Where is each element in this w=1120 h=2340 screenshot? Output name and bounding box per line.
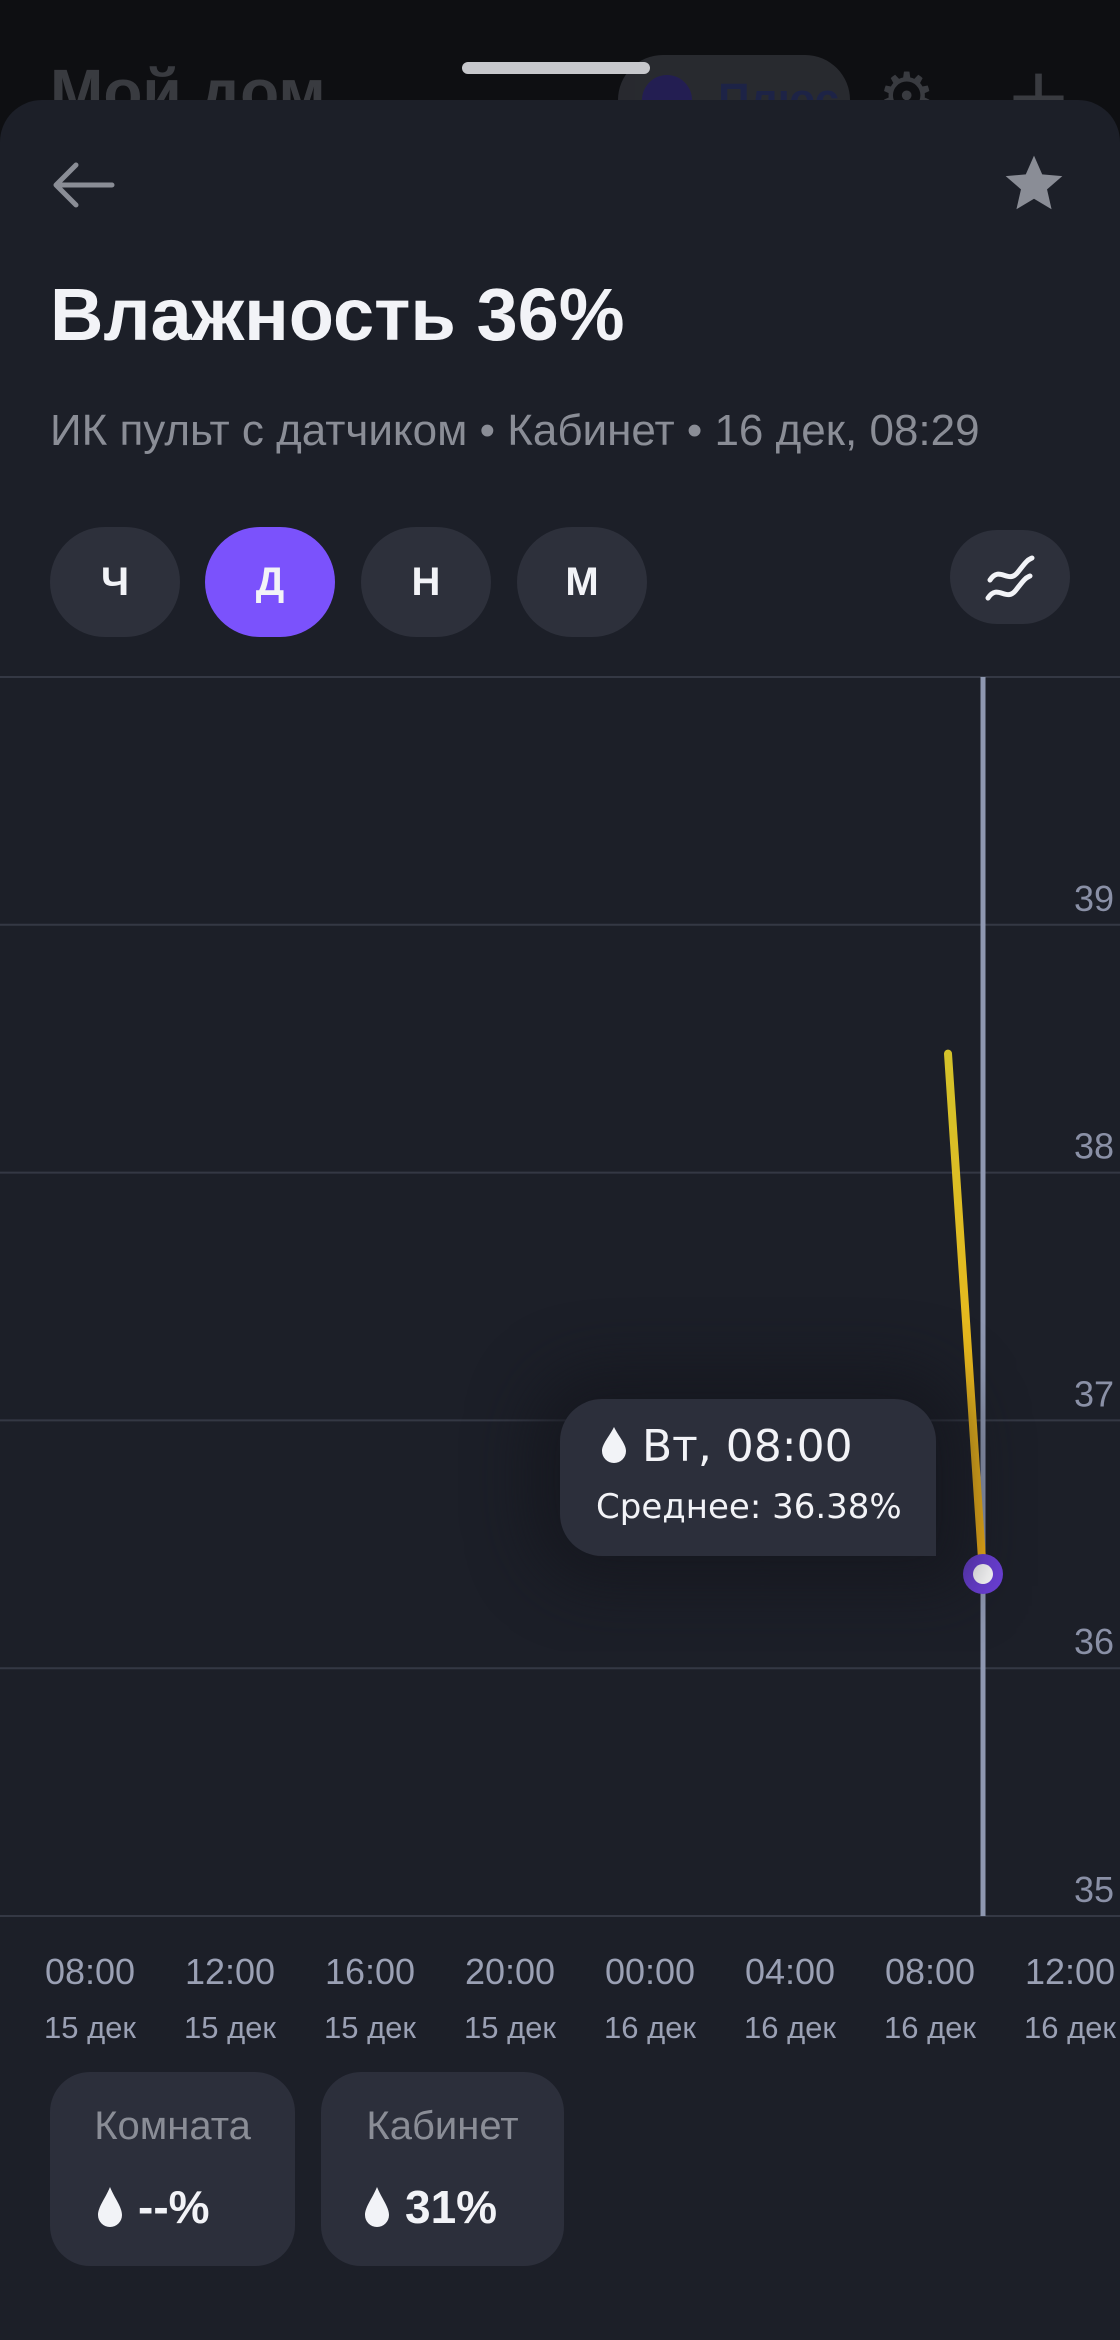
selected-point-center bbox=[973, 1564, 993, 1585]
y-tick-label: 36 bbox=[1074, 1621, 1114, 1662]
period-hour-button[interactable]: Ч bbox=[50, 527, 180, 637]
x-tick-time: 08:00 bbox=[885, 1951, 975, 1992]
droplet-icon bbox=[602, 1427, 626, 1463]
period-week-button[interactable]: Н bbox=[361, 527, 491, 637]
favorite-button[interactable] bbox=[1000, 150, 1068, 218]
x-tick-date: 16 дек bbox=[604, 2010, 696, 2045]
x-tick-time: 00:00 bbox=[605, 1951, 695, 1992]
x-tick-time: 12:00 bbox=[185, 1951, 275, 1992]
chart-tooltip: Вт, 08:00 Среднее: 36.38% bbox=[560, 1399, 936, 1556]
x-tick-date: 16 дек bbox=[1024, 2010, 1116, 2045]
arrow-left-icon bbox=[53, 162, 115, 208]
period-month-button[interactable]: М bbox=[517, 527, 647, 637]
page-title: Влажность 36% bbox=[50, 273, 625, 356]
back-button[interactable] bbox=[50, 155, 120, 215]
room-card-kabinet[interactable]: Кабинет 31% bbox=[321, 2072, 564, 2266]
room-humidity: 31% bbox=[405, 2181, 498, 2233]
x-tick-date: 15 дек bbox=[324, 2010, 416, 2045]
droplet-icon bbox=[98, 2187, 122, 2227]
humidity-sheet bbox=[0, 100, 1120, 2340]
chart-mode-button[interactable] bbox=[950, 530, 1070, 624]
device-subtitle: ИК пульт с датчиком • Кабинет • 16 дек, … bbox=[50, 406, 980, 455]
tooltip-time: Вт, 08:00 bbox=[642, 1421, 853, 1472]
room-humidity: --% bbox=[138, 2181, 210, 2233]
y-tick-label: 37 bbox=[1074, 1373, 1114, 1414]
x-tick-time: 16:00 bbox=[325, 1951, 415, 1992]
room-name: Кабинет bbox=[366, 2104, 519, 2148]
y-tick-label: 38 bbox=[1074, 1126, 1114, 1167]
x-tick-date: 15 дек bbox=[184, 2010, 276, 2045]
approx-wave-icon bbox=[985, 555, 1035, 601]
room-card-komnata[interactable]: Комната --% bbox=[50, 2072, 295, 2266]
x-tick-time: 20:00 bbox=[465, 1951, 555, 1992]
x-tick-date: 15 дек bbox=[44, 2010, 136, 2045]
tooltip-average: Среднее: 36.38% bbox=[596, 1487, 902, 1527]
period-day-button[interactable]: Д bbox=[205, 527, 335, 637]
x-tick-time: 04:00 bbox=[745, 1951, 835, 1992]
x-tick-date: 16 дек bbox=[884, 2010, 976, 2045]
x-tick-time: 08:00 bbox=[45, 1951, 135, 1992]
y-tick-label: 39 bbox=[1074, 878, 1114, 919]
star-icon bbox=[1005, 155, 1063, 210]
x-tick-date: 15 дек bbox=[464, 2010, 556, 2045]
humidity-series-line bbox=[944, 1049, 987, 1579]
x-tick-time: 12:00 bbox=[1025, 1951, 1115, 1992]
x-tick-date: 16 дек bbox=[744, 2010, 836, 2045]
room-name: Комната bbox=[94, 2104, 251, 2148]
sheet-drag-handle[interactable] bbox=[462, 62, 650, 74]
y-tick-label: 35 bbox=[1074, 1869, 1114, 1910]
tooltip-time-row: Вт, 08:00 bbox=[600, 1421, 853, 1472]
droplet-icon bbox=[365, 2187, 389, 2227]
